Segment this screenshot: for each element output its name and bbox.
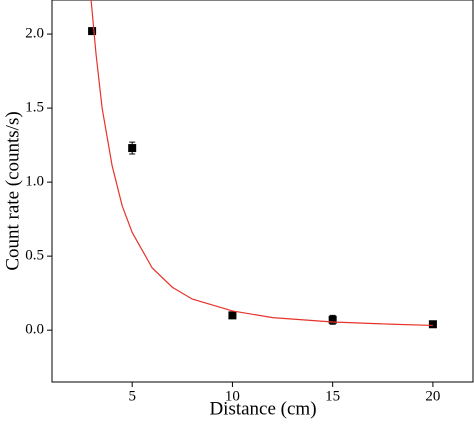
y-tick-label: 0.0: [25, 322, 44, 338]
y-tick-label: 1.0: [25, 174, 44, 190]
x-tick-label: 20: [425, 388, 440, 404]
data-point: [428, 320, 437, 329]
x-axis-label: Distance (cm): [209, 398, 316, 419]
y-tick-label: 0.5: [25, 248, 44, 264]
data-point: [328, 315, 337, 324]
x-tick-label: 10: [225, 388, 240, 404]
x-tick-label: 15: [325, 388, 340, 404]
plot-frame: [51, 0, 474, 383]
data-point: [228, 311, 237, 320]
y-axis-label: Count rate (counts/s): [2, 111, 23, 270]
x-tick-label: 5: [128, 388, 136, 404]
data-point: [88, 27, 97, 36]
data-point: [128, 144, 137, 153]
fit-curve: [90, 0, 433, 327]
y-tick-label: 1.5: [25, 100, 44, 116]
y-tick-label: 2.0: [25, 25, 44, 41]
